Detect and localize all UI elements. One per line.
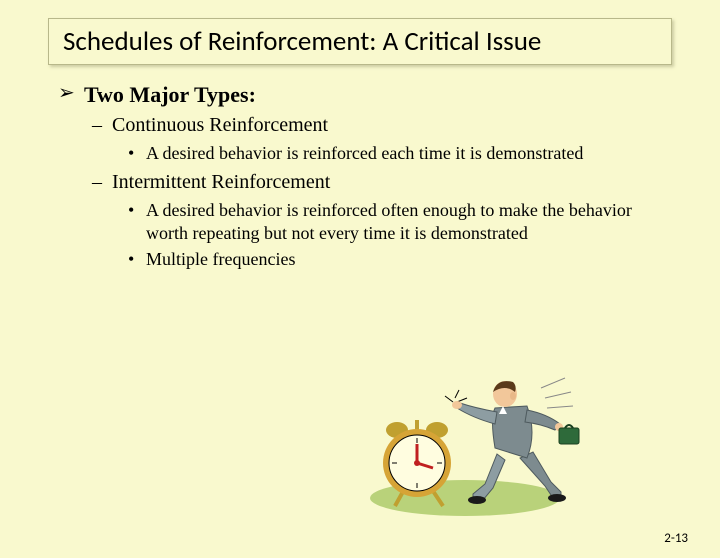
list-item: • A desired behavior is reinforced each …	[128, 142, 662, 165]
slide-number-text: 2-13	[664, 531, 688, 546]
list-item: ➢ Two Major Types:	[58, 81, 662, 109]
subitem-text: Intermittent Reinforcement	[112, 170, 330, 195]
list-item: – Intermittent Reinforcement	[92, 170, 662, 195]
detail-text: A desired behavior is reinforced each ti…	[146, 142, 583, 165]
slide-body: ➢ Two Major Types: – Continuous Reinforc…	[58, 81, 662, 271]
slide-number: 2-13	[664, 531, 688, 546]
dot-bullet-icon: •	[128, 248, 146, 271]
detail-text: A desired behavior is reinforced often e…	[146, 199, 646, 244]
heading-text: Two Major Types:	[84, 81, 256, 109]
dot-bullet-icon: •	[128, 199, 146, 244]
list-item: • Multiple frequencies	[128, 248, 662, 271]
dash-bullet-icon: –	[92, 113, 112, 138]
list-item: – Continuous Reinforcement	[92, 113, 662, 138]
slide-title: Schedules of Reinforcement: A Critical I…	[63, 25, 541, 58]
slide-title-box: Schedules of Reinforcement: A Critical I…	[48, 18, 672, 65]
businessman-clock-icon	[355, 348, 585, 518]
dash-bullet-icon: –	[92, 170, 112, 195]
detail-text: Multiple frequencies	[146, 248, 295, 271]
dot-bullet-icon: •	[128, 142, 146, 165]
list-item: • A desired behavior is reinforced often…	[128, 199, 662, 244]
arrow-bullet-icon: ➢	[58, 81, 84, 109]
subitem-text: Continuous Reinforcement	[112, 113, 328, 138]
